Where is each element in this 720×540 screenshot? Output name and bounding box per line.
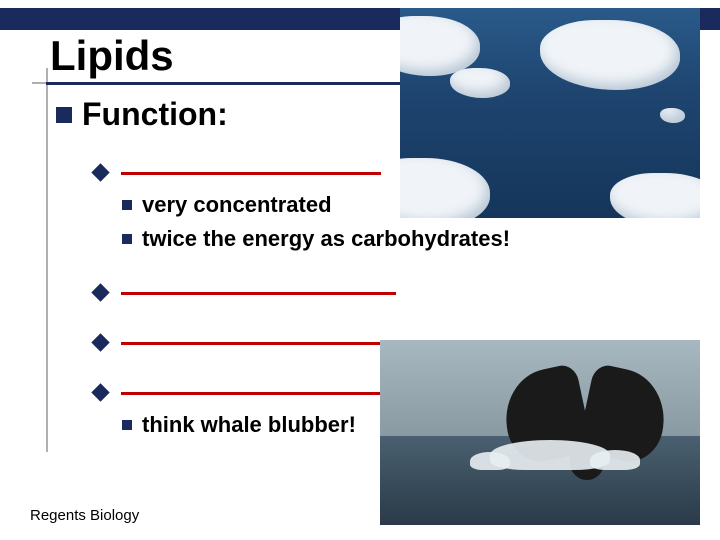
slide-title: Lipids [50, 32, 174, 80]
blank-line-3 [94, 330, 381, 349]
sub-bullet-2: twice the energy as carbohydrates! [122, 226, 510, 252]
square-bullet-small-icon [122, 234, 132, 244]
sub-bullet-1: very concentrated [122, 192, 332, 218]
sub-bullet-3: think whale blubber! [122, 412, 356, 438]
iceberg-image [400, 8, 700, 218]
blank-line-4 [94, 380, 381, 399]
square-bullet-small-icon [122, 200, 132, 210]
section-heading: Function: [56, 96, 228, 133]
sub-bullet-text: very concentrated [142, 192, 332, 218]
fill-in-blank [121, 292, 396, 295]
diamond-bullet-icon [91, 283, 109, 301]
fill-in-blank [121, 172, 381, 175]
diamond-bullet-icon [91, 163, 109, 181]
blank-line-1 [94, 160, 381, 179]
blank-line-2 [94, 280, 396, 299]
diamond-bullet-icon [91, 383, 109, 401]
fill-in-blank [121, 392, 381, 395]
fill-in-blank [121, 342, 381, 345]
vertical-rule [46, 82, 48, 452]
diamond-bullet-icon [91, 333, 109, 351]
square-bullet-small-icon [122, 420, 132, 430]
whale-tail-image [380, 340, 700, 525]
square-bullet-icon [56, 107, 72, 123]
footer-text: Regents Biology [30, 507, 139, 524]
sub-bullet-text: think whale blubber! [142, 412, 356, 438]
sub-bullet-text: twice the energy as carbohydrates! [142, 226, 510, 252]
section-label-text: Function: [82, 96, 228, 133]
